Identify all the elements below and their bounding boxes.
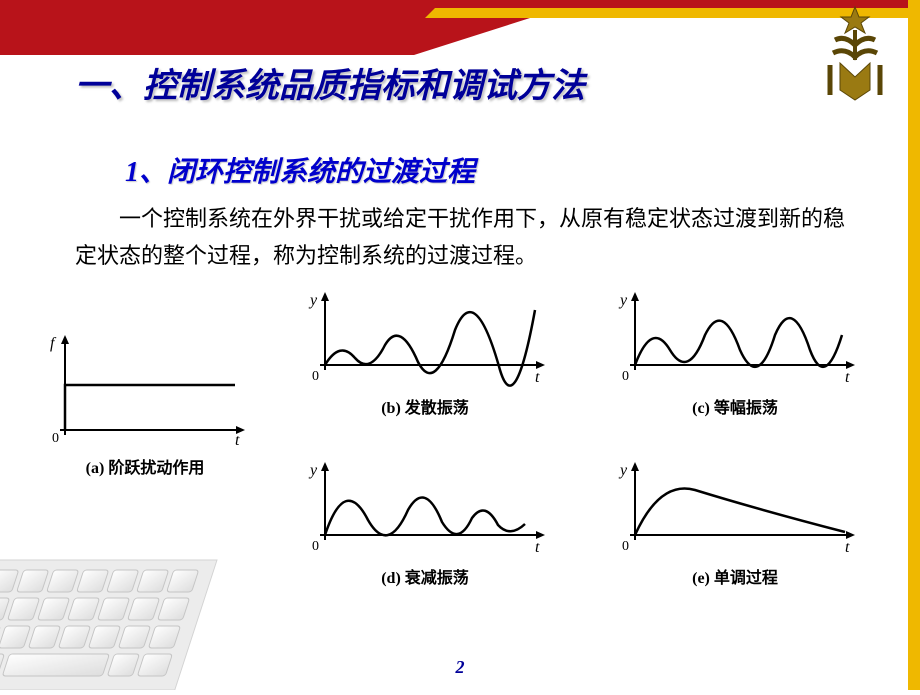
graph-d: y 0 t (d) 衰减振荡 — [300, 460, 550, 588]
svg-text:y: y — [308, 462, 318, 479]
svg-text:0: 0 — [312, 369, 319, 384]
svg-text:t: t — [535, 369, 540, 386]
graph-c-caption: (c) 等幅振荡 — [610, 394, 860, 418]
svg-text:t: t — [845, 539, 850, 556]
axis-y-label: f — [50, 335, 57, 352]
graph-c: y 0 t (c) 等幅振荡 — [610, 290, 860, 418]
graph-e-caption: (e) 单调过程 — [610, 564, 860, 588]
svg-text:y: y — [618, 462, 628, 479]
paragraph-text: 一个控制系统在外界干扰或给定干扰作用下，从原有稳定状态过渡到新的稳定状态的整个过… — [75, 200, 845, 275]
axis-origin: 0 — [52, 431, 59, 446]
emblem-icon — [815, 5, 895, 105]
svg-text:0: 0 — [622, 369, 629, 384]
svg-text:t: t — [535, 539, 540, 556]
svg-text:0: 0 — [622, 539, 629, 554]
sub-title: 1、闭环控制系统的过渡过程 — [125, 150, 475, 190]
slide-header — [0, 0, 920, 60]
svg-text:t: t — [845, 369, 850, 386]
graph-b-caption: (b) 发散振荡 — [300, 394, 550, 418]
graph-a-caption: (a) 阶跃扰动作用 — [40, 454, 250, 478]
svg-text:y: y — [308, 292, 318, 309]
right-gold-border — [908, 0, 920, 690]
page-number: 2 — [0, 657, 920, 678]
main-title: 一、控制系统品质指标和调试方法 — [75, 58, 585, 107]
graph-b: y 0 t (b) 发散振荡 — [300, 290, 550, 418]
graph-d-caption: (d) 衰减振荡 — [300, 564, 550, 588]
axis-x-label: t — [235, 432, 240, 449]
graph-a: f 0 t (a) 阶跃扰动作用 — [40, 330, 250, 478]
svg-text:0: 0 — [312, 539, 319, 554]
graph-e: y 0 t (e) 单调过程 — [610, 460, 860, 588]
svg-text:y: y — [618, 292, 628, 309]
